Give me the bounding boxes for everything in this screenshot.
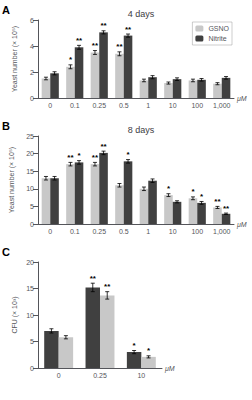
svg-text:**: ** <box>92 41 99 50</box>
svg-text:μM: μM <box>236 221 247 229</box>
svg-text:*: * <box>77 151 81 160</box>
svg-text:5: 5 <box>30 338 34 345</box>
svg-text:*: * <box>200 192 204 201</box>
svg-text:100: 100 <box>191 228 203 235</box>
svg-text:10: 10 <box>169 228 177 235</box>
svg-text:0.5: 0.5 <box>119 228 129 235</box>
svg-text:4: 4 <box>30 43 34 50</box>
svg-text:1: 1 <box>146 228 150 235</box>
svg-text:**: ** <box>92 153 99 162</box>
svg-text:**: ** <box>214 197 221 206</box>
svg-text:A: A <box>2 4 10 16</box>
svg-text:15: 15 <box>26 285 34 292</box>
svg-text:μM: μM <box>164 365 175 373</box>
svg-text:5: 5 <box>30 203 34 210</box>
svg-text:25: 25 <box>26 133 34 140</box>
svg-text:0: 0 <box>48 102 52 109</box>
svg-text:*: * <box>147 346 151 355</box>
svg-text:1,000: 1,000 <box>213 102 231 109</box>
svg-text:**: ** <box>100 21 107 30</box>
svg-text:10: 10 <box>26 312 34 319</box>
svg-text:*: * <box>69 55 73 64</box>
svg-text:**: ** <box>67 153 74 162</box>
svg-text:**: ** <box>76 36 83 45</box>
svg-text:**: ** <box>223 204 230 213</box>
svg-text:**: ** <box>90 274 97 283</box>
svg-text:μM: μM <box>236 95 247 103</box>
svg-text:4 days: 4 days <box>128 9 155 19</box>
svg-text:10: 10 <box>137 372 145 379</box>
svg-text:*: * <box>191 187 195 196</box>
svg-text:1: 1 <box>146 102 150 109</box>
svg-text:10: 10 <box>169 102 177 109</box>
svg-text:0.1: 0.1 <box>70 102 80 109</box>
svg-text:1,000: 1,000 <box>213 228 231 235</box>
svg-text:B: B <box>2 120 10 132</box>
svg-text:GSNO: GSNO <box>208 25 229 32</box>
svg-text:20: 20 <box>26 259 34 266</box>
svg-text:15: 15 <box>26 168 34 175</box>
svg-text:*: * <box>126 150 130 159</box>
svg-text:0: 0 <box>48 228 52 235</box>
svg-text:0.1: 0.1 <box>70 228 80 235</box>
svg-text:20: 20 <box>26 150 34 157</box>
svg-text:10: 10 <box>26 185 34 192</box>
svg-text:**: ** <box>100 142 107 151</box>
svg-text:C: C <box>2 246 10 258</box>
svg-text:**: ** <box>104 282 111 291</box>
svg-text:0: 0 <box>30 95 34 102</box>
svg-text:0: 0 <box>30 365 34 372</box>
svg-text:6: 6 <box>30 17 34 24</box>
svg-text:*: * <box>133 341 137 350</box>
svg-text:**: ** <box>125 25 132 34</box>
svg-text:**: ** <box>116 42 123 51</box>
svg-text:0.25: 0.25 <box>92 228 106 235</box>
svg-text:0.5: 0.5 <box>119 102 129 109</box>
svg-text:0: 0 <box>30 221 34 228</box>
svg-text:2: 2 <box>30 69 34 76</box>
svg-text:CFU (× 10³): CFU (× 10³) <box>11 296 19 333</box>
svg-text:Yeast number (× 10⁵): Yeast number (× 10⁵) <box>11 26 19 92</box>
svg-text:0.25: 0.25 <box>92 102 106 109</box>
svg-text:Yeast number (× 10⁵): Yeast number (× 10⁵) <box>8 147 16 213</box>
svg-text:100: 100 <box>191 102 203 109</box>
svg-text:Nitrite: Nitrite <box>208 35 226 42</box>
svg-text:0.25: 0.25 <box>93 372 107 379</box>
svg-text:8 days: 8 days <box>128 125 155 135</box>
svg-text:0: 0 <box>57 372 61 379</box>
svg-text:*: * <box>167 184 171 193</box>
